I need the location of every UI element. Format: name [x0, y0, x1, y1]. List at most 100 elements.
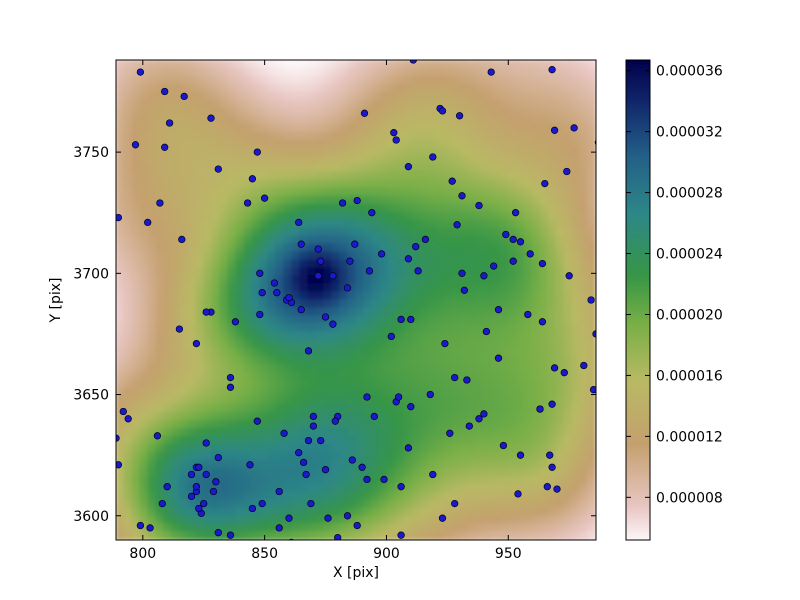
heatmap-cell	[131, 459, 141, 469]
heatmap-cell	[379, 315, 389, 325]
heatmap-cell	[491, 475, 501, 485]
heatmap-cell	[523, 531, 533, 540]
heatmap-cell	[195, 435, 205, 445]
heatmap-cell	[419, 227, 429, 237]
heatmap-cell	[523, 427, 533, 437]
colorbar-tick-label: 0.000020	[656, 307, 723, 323]
data-point	[231, 318, 240, 326]
heatmap-cell	[116, 60, 125, 69]
heatmap-cell	[387, 171, 397, 181]
heatmap-cell	[203, 163, 213, 173]
heatmap-cell	[179, 219, 189, 229]
heatmap-cell	[179, 195, 189, 205]
heatmap-cell	[435, 283, 445, 293]
heatmap-cell	[299, 499, 309, 509]
heatmap-cell	[411, 387, 421, 397]
heatmap-cell	[235, 83, 245, 93]
heatmap-cell	[299, 251, 309, 261]
heatmap-cell	[235, 243, 245, 253]
heatmap-cell	[427, 283, 437, 293]
heatmap-cell	[251, 411, 261, 421]
heatmap-cell	[507, 483, 517, 493]
heatmap-cell	[515, 411, 525, 421]
heatmap-cell	[219, 147, 229, 157]
heatmap-cell	[331, 155, 341, 165]
heatmap-cell	[459, 60, 469, 69]
heatmap-cell	[259, 523, 269, 533]
heatmap-cell	[131, 91, 141, 101]
heatmap-cell	[171, 411, 181, 421]
heatmap-cell	[355, 291, 365, 301]
heatmap-cell	[315, 339, 325, 349]
heatmap-cell	[363, 179, 373, 189]
heatmap-cell	[267, 67, 277, 77]
heatmap-cell	[283, 195, 293, 205]
heatmap-cell	[275, 83, 285, 93]
data-point	[119, 407, 127, 416]
heatmap-cell	[243, 435, 253, 445]
heatmap-cell	[571, 315, 581, 325]
heatmap-cell	[227, 251, 237, 261]
heatmap-cell	[163, 355, 173, 365]
heatmap-cell	[195, 131, 205, 141]
heatmap-cell	[467, 267, 477, 277]
heatmap-cell	[555, 491, 565, 501]
heatmap-cell	[571, 523, 581, 533]
data-point	[407, 403, 415, 411]
heatmap-cell	[459, 315, 469, 325]
heatmap-cell	[467, 275, 477, 285]
heatmap-cell	[155, 115, 165, 125]
heatmap-cell	[307, 323, 317, 333]
heatmap-cell	[579, 395, 589, 405]
x-tick-label: 950	[495, 546, 522, 562]
heatmap-cell	[315, 299, 325, 309]
heatmap-cell	[363, 83, 373, 93]
y-tick-label: 3650	[73, 388, 109, 404]
heatmap-cell	[235, 499, 245, 509]
heatmap-cell	[587, 379, 596, 389]
heatmap-cell	[116, 227, 125, 237]
heatmap-cell	[483, 283, 493, 293]
heatmap-cell	[323, 435, 333, 445]
heatmap-cell	[411, 171, 421, 181]
heatmap-cell	[499, 171, 509, 181]
heatmap-cell	[587, 507, 596, 517]
heatmap-cell	[411, 131, 421, 141]
heatmap-cell	[116, 155, 125, 165]
heatmap-cell	[347, 115, 357, 125]
heatmap-cell	[499, 315, 509, 325]
heatmap-cell	[116, 163, 125, 173]
heatmap-cell	[147, 515, 157, 525]
heatmap-cell	[163, 531, 173, 540]
heatmap-cell	[523, 147, 533, 157]
heatmap-cell	[116, 179, 125, 189]
heatmap-cell	[507, 291, 517, 301]
heatmap-cell	[203, 451, 213, 461]
heatmap-cell	[355, 163, 365, 173]
heatmap-cell	[243, 523, 253, 533]
heatmap-cell	[171, 515, 181, 525]
heatmap-cell	[419, 443, 429, 453]
heatmap-cell	[371, 363, 381, 373]
heatmap-cell	[179, 331, 189, 341]
heatmap-cell	[451, 435, 461, 445]
heatmap-cell	[267, 123, 277, 133]
heatmap-cell	[539, 451, 549, 461]
data-point	[280, 429, 288, 437]
heatmap-cell	[483, 99, 493, 109]
heatmap-cell	[339, 355, 349, 365]
heatmap-cell	[443, 411, 453, 421]
heatmap-cell	[491, 451, 501, 461]
heatmap-cell	[123, 451, 133, 461]
heatmap-cell	[507, 507, 517, 517]
heatmap-cell	[531, 507, 541, 517]
heatmap-cell	[299, 411, 309, 421]
heatmap-cell	[467, 163, 477, 173]
heatmap-cell	[515, 459, 525, 469]
heatmap-cell	[347, 435, 357, 445]
heatmap-cell	[467, 179, 477, 189]
heatmap-cell	[355, 75, 365, 85]
heatmap-cell	[339, 155, 349, 165]
heatmap-cell	[475, 107, 485, 117]
heatmap-cell	[539, 387, 549, 397]
